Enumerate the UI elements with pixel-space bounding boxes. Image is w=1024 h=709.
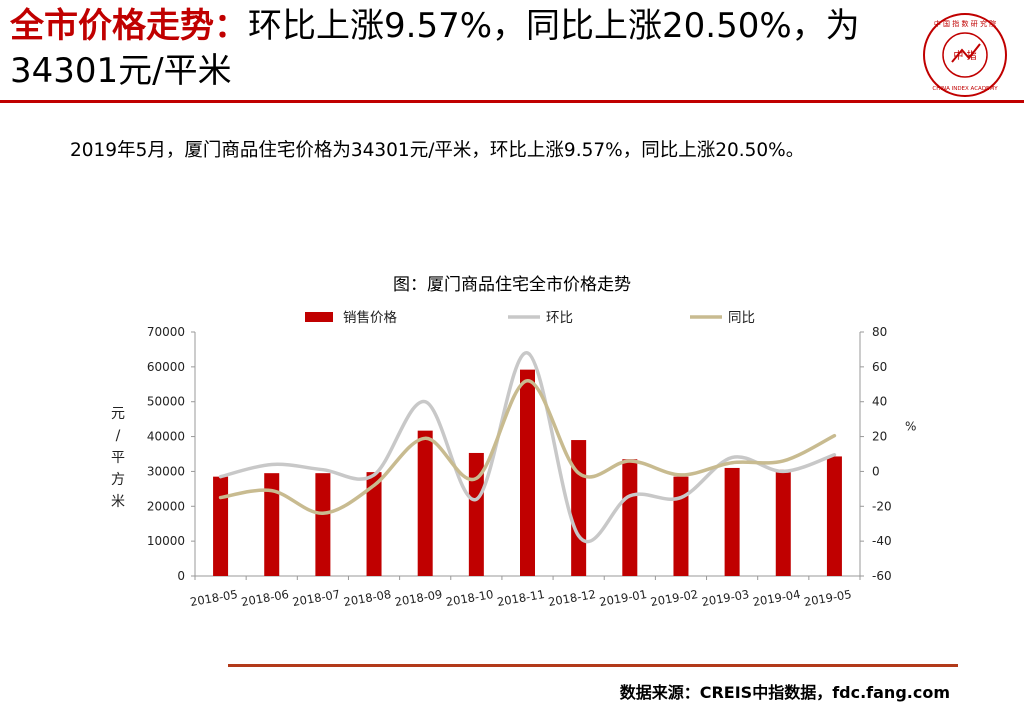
x-tick-label: 2018-07 [291, 587, 341, 609]
page-title: 全市价格走势：环比上涨9.57%，同比上涨20.50%，为34301元/平米 [10, 4, 890, 94]
y-axis-label-char: 方 [111, 472, 125, 488]
x-tick-label: 2019-05 [803, 587, 853, 609]
y-axis-label-char: 平 [111, 450, 125, 466]
title-rest: 环比上涨9.57%，同比上涨20.50%，为34301元/平米 [10, 6, 860, 91]
y-tick-label-left: 20000 [147, 499, 185, 513]
price-bar [571, 440, 587, 576]
y-tick-label-left: 40000 [147, 430, 185, 444]
footer-divider [228, 664, 958, 667]
x-tick-label: 2019-01 [598, 587, 648, 609]
summary-text: 2019年5月，厦门商品住宅价格为34301元/平米，环比上涨9.57%，同比上… [70, 140, 805, 161]
x-tick-label: 2019-02 [649, 587, 699, 609]
x-tick-label: 2018-10 [445, 587, 495, 609]
price-bar [775, 469, 791, 576]
y2-axis-label: % [905, 420, 916, 434]
y-tick-label-right: 40 [872, 395, 887, 409]
y-tick-label-right: -40 [872, 534, 892, 548]
price-bar [520, 369, 535, 576]
y-tick-label-left: 30000 [147, 464, 185, 478]
legend-sales-price-swatch [305, 312, 333, 322]
legend-mom-label: 环比 [546, 310, 573, 326]
price-bar [366, 472, 382, 576]
price-bar [468, 452, 484, 576]
y-tick-label-left: 10000 [147, 534, 185, 548]
legend-sales-price-label: 销售价格 [343, 310, 397, 326]
y-tick-label-right: -20 [872, 499, 892, 513]
y-tick-label-left: 50000 [147, 395, 185, 409]
price-bar [673, 476, 689, 576]
y-tick-label-left: 60000 [147, 360, 185, 374]
x-tick-label: 2018-12 [547, 587, 597, 609]
x-tick-label: 2019-04 [752, 587, 802, 609]
y-tick-label-left: 70000 [147, 325, 185, 339]
price-bar [724, 467, 740, 576]
legend-yoy-label: 同比 [728, 310, 755, 326]
price-trend-chart: 0 10000 20000 30000 40000 50000 60000 70000 -60 -… [111, 310, 916, 609]
price-bar [622, 459, 638, 576]
chart-title: 图：厦门商品住宅全市价格走势 [393, 275, 631, 295]
x-tick-label: 2019-03 [701, 587, 751, 609]
y-axis-label-char: 米 [111, 494, 125, 510]
price-bar [826, 456, 842, 576]
x-tick-label: 2018-11 [496, 587, 546, 609]
price-bar [213, 476, 229, 576]
yoy-line [218, 379, 837, 516]
x-tick-label: 2018-05 [189, 587, 239, 609]
y-tick-label-right: 0 [872, 464, 880, 478]
x-tick-label: 2018-06 [240, 587, 290, 609]
price-bar [315, 473, 331, 576]
y-tick-label-left: 0 [177, 569, 185, 583]
logo-ring-bottom-text: CHINA INDEX ACADEMY [932, 86, 998, 92]
y-axis-label-char: / [116, 428, 121, 444]
x-tick-label: 2018-09 [394, 587, 444, 609]
data-source: 数据来源：CREIS中指数据，fdc.fang.com [619, 683, 950, 702]
china-index-academy-seal-icon: 中 指 中 国 指 数 研 究 院 CHINA INDEX ACADEMY [923, 13, 1007, 97]
price-bar [264, 473, 280, 576]
price-bar [417, 430, 433, 576]
y-tick-label-right: 20 [872, 430, 887, 444]
y-tick-label-right: 60 [872, 360, 887, 374]
logo-ring-top-text: 中 国 指 数 研 究 院 [934, 19, 996, 28]
y-tick-label-right: -60 [872, 569, 892, 583]
x-tick-label: 2018-08 [342, 587, 392, 609]
title-highlight: 全市价格走势： [10, 6, 248, 46]
logo-center-text: 中 指 [953, 49, 976, 62]
y-axis-label-char: 元 [111, 406, 125, 422]
y-tick-label-right: 80 [872, 325, 887, 339]
header-divider [0, 100, 1024, 103]
